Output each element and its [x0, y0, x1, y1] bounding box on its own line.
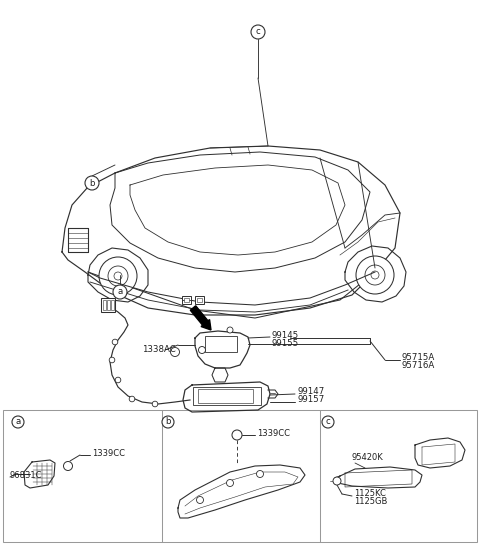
- Bar: [205, 336, 237, 352]
- Text: 1125GB: 1125GB: [354, 498, 387, 506]
- Bar: [198, 389, 253, 403]
- Circle shape: [232, 430, 242, 440]
- Bar: [184, 298, 189, 302]
- Text: 99147: 99147: [297, 387, 324, 397]
- Circle shape: [114, 272, 122, 280]
- Text: 99155: 99155: [272, 338, 299, 348]
- Circle shape: [371, 271, 379, 279]
- Text: 95420K: 95420K: [352, 453, 384, 463]
- Bar: [193, 387, 261, 405]
- Text: a: a: [15, 417, 21, 427]
- Circle shape: [170, 348, 180, 356]
- Circle shape: [129, 396, 135, 402]
- Text: 99157: 99157: [297, 396, 324, 404]
- Circle shape: [162, 416, 174, 428]
- Circle shape: [112, 339, 118, 345]
- Bar: [103, 300, 106, 310]
- Bar: [107, 300, 110, 310]
- Circle shape: [333, 477, 341, 485]
- Text: 1125KC: 1125KC: [354, 489, 386, 499]
- Bar: [195, 296, 204, 304]
- Bar: [111, 300, 114, 310]
- Circle shape: [227, 480, 233, 487]
- Circle shape: [322, 416, 334, 428]
- FancyArrow shape: [190, 306, 211, 330]
- Text: b: b: [165, 417, 171, 427]
- Circle shape: [115, 377, 121, 383]
- Circle shape: [99, 257, 137, 295]
- Bar: [3, 410, 477, 542]
- Circle shape: [63, 462, 72, 470]
- Bar: [182, 296, 191, 304]
- Circle shape: [85, 176, 99, 190]
- Circle shape: [113, 285, 127, 299]
- Circle shape: [365, 265, 385, 285]
- Text: c: c: [325, 417, 330, 427]
- Text: 1339CC: 1339CC: [92, 449, 125, 457]
- Bar: [101, 298, 115, 312]
- Text: 99145: 99145: [272, 330, 299, 340]
- Text: 96831C: 96831C: [10, 471, 43, 481]
- Text: c: c: [256, 27, 260, 37]
- Circle shape: [251, 25, 265, 39]
- Circle shape: [356, 256, 394, 294]
- Text: a: a: [118, 288, 122, 296]
- Text: 95715A: 95715A: [402, 353, 435, 361]
- Circle shape: [152, 401, 158, 407]
- Text: 95716A: 95716A: [402, 360, 435, 370]
- Circle shape: [12, 416, 24, 428]
- Bar: [197, 298, 202, 302]
- Circle shape: [109, 357, 115, 363]
- Text: 1339CC: 1339CC: [257, 428, 290, 438]
- Circle shape: [256, 470, 264, 477]
- Text: 1338AC: 1338AC: [142, 344, 176, 354]
- Circle shape: [199, 347, 205, 354]
- Circle shape: [101, 299, 115, 312]
- Circle shape: [227, 327, 233, 333]
- Circle shape: [108, 266, 128, 286]
- Text: b: b: [89, 179, 95, 187]
- Circle shape: [196, 496, 204, 504]
